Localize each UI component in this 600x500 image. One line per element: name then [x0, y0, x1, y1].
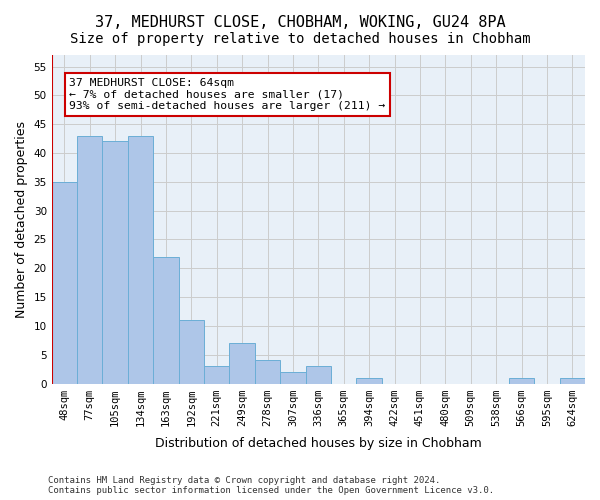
- Y-axis label: Number of detached properties: Number of detached properties: [15, 121, 28, 318]
- X-axis label: Distribution of detached houses by size in Chobham: Distribution of detached houses by size …: [155, 437, 482, 450]
- Bar: [103, 142, 128, 384]
- Bar: [560, 378, 585, 384]
- Bar: [509, 378, 534, 384]
- Bar: [52, 182, 77, 384]
- Text: Size of property relative to detached houses in Chobham: Size of property relative to detached ho…: [70, 32, 530, 46]
- Text: 37, MEDHURST CLOSE, CHOBHAM, WOKING, GU24 8PA: 37, MEDHURST CLOSE, CHOBHAM, WOKING, GU2…: [95, 15, 505, 30]
- Text: 37 MEDHURST CLOSE: 64sqm
← 7% of detached houses are smaller (17)
93% of semi-de: 37 MEDHURST CLOSE: 64sqm ← 7% of detache…: [70, 78, 386, 112]
- Bar: [280, 372, 305, 384]
- Text: Contains HM Land Registry data © Crown copyright and database right 2024.
Contai: Contains HM Land Registry data © Crown c…: [48, 476, 494, 495]
- Bar: [305, 366, 331, 384]
- Bar: [153, 256, 179, 384]
- Bar: [229, 343, 255, 384]
- Bar: [356, 378, 382, 384]
- Bar: [204, 366, 229, 384]
- Bar: [255, 360, 280, 384]
- Bar: [179, 320, 204, 384]
- Bar: [128, 136, 153, 384]
- Bar: [77, 136, 103, 384]
